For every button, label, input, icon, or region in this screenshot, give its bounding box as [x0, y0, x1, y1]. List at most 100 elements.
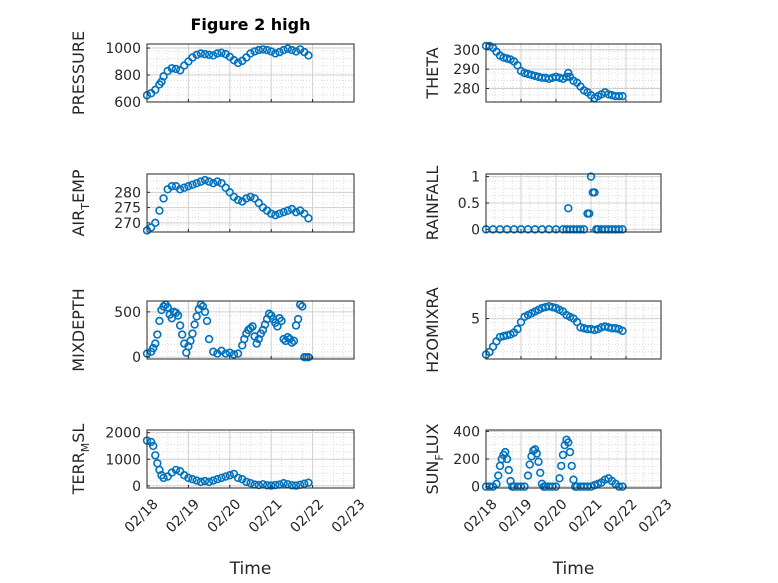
- data-point: [275, 209, 284, 218]
- data-point: [614, 482, 624, 491]
- data-point: [151, 218, 160, 228]
- y-tick-label: 0: [132, 350, 141, 366]
- data-point: [171, 64, 181, 74]
- y-tick-label: 0.5: [458, 196, 480, 212]
- data-point: [492, 479, 501, 489]
- data-point: [291, 47, 301, 56]
- data-point: [304, 51, 313, 60]
- data-point: [513, 324, 522, 334]
- data-point: [175, 321, 185, 330]
- subplot-1: 600 800 1000 PRESSURE Figure 2 high: [69, 15, 355, 115]
- data-point: [229, 350, 239, 359]
- data-point: [246, 49, 255, 58]
- data-point: [564, 438, 573, 447]
- data-point: [287, 481, 297, 490]
- data-point: [246, 192, 255, 202]
- data-point: [502, 54, 512, 63]
- y-tick-label: 275: [114, 201, 141, 217]
- y-tick-label: 270: [114, 216, 141, 232]
- series-points: [142, 175, 313, 235]
- data-point: [209, 178, 218, 188]
- series-points: [142, 436, 313, 490]
- data-point: [225, 471, 235, 480]
- y-tick-label: 0: [471, 480, 480, 496]
- data-point: [283, 206, 292, 215]
- y-tick-label: 0: [132, 479, 141, 495]
- data-point: [221, 472, 230, 481]
- y-tick-label: 1: [471, 170, 480, 186]
- data-point: [204, 50, 214, 59]
- data-point: [233, 349, 243, 358]
- data-point: [217, 473, 226, 483]
- data-point: [200, 49, 210, 59]
- series-points: [481, 302, 627, 359]
- y-tick-label: 1000: [105, 41, 141, 57]
- data-point: [555, 474, 564, 483]
- data-point: [200, 307, 210, 317]
- data-point: [283, 333, 292, 342]
- data-point: [293, 314, 303, 324]
- data-point: [246, 479, 255, 488]
- data-point: [186, 336, 195, 346]
- y-axis-label-main: TERR: [69, 452, 88, 495]
- data-point: [149, 441, 158, 451]
- data-point: [190, 320, 199, 329]
- x-axis-label: Time: [552, 559, 595, 579]
- data-point: [279, 479, 288, 488]
- data-point: [513, 61, 522, 70]
- data-point: [202, 316, 212, 326]
- data-point: [233, 195, 243, 205]
- data-point: [146, 223, 156, 232]
- data-point: [271, 49, 280, 58]
- data-point: [502, 331, 512, 340]
- y-axis-label-rest: EMP: [69, 169, 88, 203]
- data-point: [146, 437, 156, 447]
- data-point: [304, 352, 313, 362]
- data-point: [287, 338, 297, 347]
- data-point: [287, 45, 297, 55]
- x-axis-label: Time: [229, 559, 272, 579]
- data-point: [283, 44, 292, 53]
- data-point: [204, 477, 214, 487]
- data-point: [204, 177, 214, 186]
- data-point: [209, 476, 218, 485]
- data-point: [217, 48, 226, 57]
- data-point: [564, 68, 573, 78]
- data-point: [300, 479, 309, 488]
- data-point: [167, 182, 177, 191]
- data-point: [267, 481, 276, 490]
- data-point: [175, 185, 185, 194]
- data-point: [504, 465, 513, 475]
- y-axis-label: TERRMSL: [69, 424, 92, 496]
- data-point: [153, 330, 162, 339]
- data-point: [291, 481, 301, 490]
- data-point: [267, 209, 276, 218]
- data-point: [267, 47, 276, 56]
- subplot-6: 5 H2OMIXRA: [423, 287, 662, 373]
- data-point: [159, 72, 168, 81]
- data-point: [151, 85, 160, 95]
- data-point: [188, 475, 197, 484]
- data-point: [248, 322, 257, 331]
- minor-grid: [147, 301, 354, 359]
- axes-box: [146, 173, 355, 233]
- y-tick-label: 800: [114, 68, 141, 84]
- data-point: [516, 482, 526, 491]
- data-point: [536, 468, 545, 478]
- data-point: [242, 194, 251, 203]
- data-point: [200, 175, 210, 185]
- data-point: [188, 329, 197, 338]
- data-point: [557, 461, 566, 471]
- data-point: [551, 482, 561, 491]
- data-point: [173, 311, 183, 320]
- data-point: [242, 477, 251, 487]
- y-tick-label: 200: [453, 452, 480, 468]
- data-point: [590, 188, 599, 197]
- y-tick-label: 0: [471, 222, 480, 238]
- chart-title: Figure 2 high: [191, 15, 311, 34]
- data-point: [618, 326, 627, 336]
- data-point: [300, 209, 309, 218]
- data-point: [530, 445, 540, 454]
- data-point: [177, 330, 187, 339]
- data-point: [221, 183, 230, 192]
